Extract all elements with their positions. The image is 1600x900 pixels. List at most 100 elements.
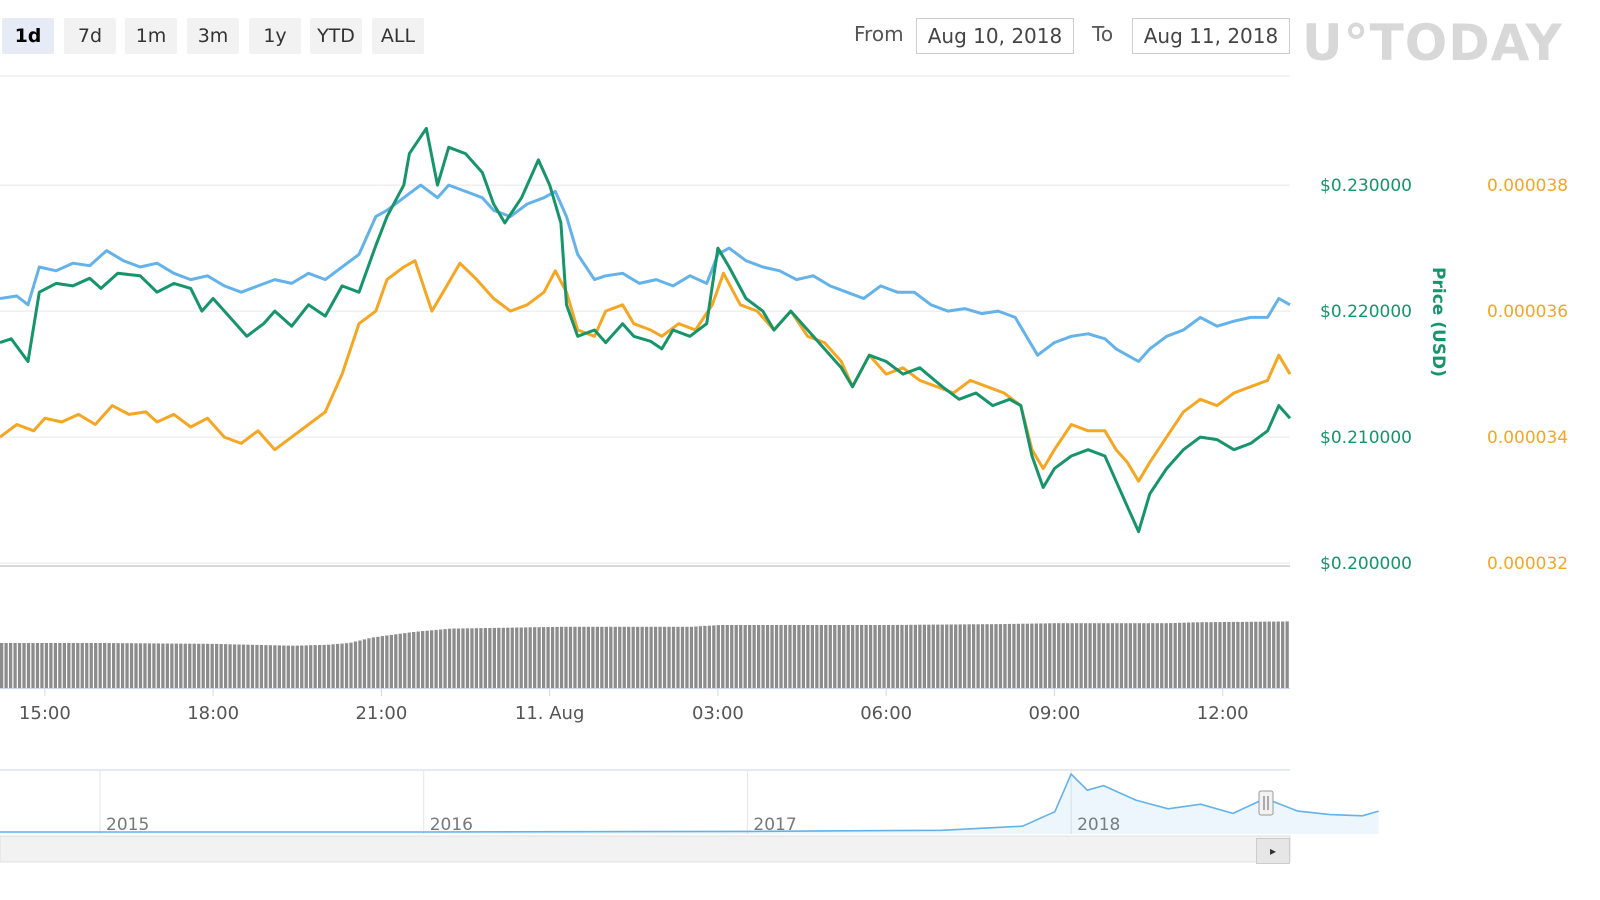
volume-bar	[685, 626, 689, 688]
volume-bar	[1052, 623, 1056, 688]
volume-bar	[483, 628, 488, 688]
volume-bar	[568, 626, 573, 688]
volume-bar	[1039, 623, 1043, 688]
volume-bar	[783, 625, 788, 688]
volume-bar	[586, 626, 591, 688]
range-button-1y[interactable]: 1y	[249, 18, 301, 54]
volume-bar	[712, 625, 716, 688]
y-usd-tick-label: $0.200000	[1320, 554, 1412, 574]
volume-bar	[67, 643, 71, 688]
volume-bar	[524, 627, 528, 688]
volume-bar	[465, 628, 470, 688]
range-button-ytd[interactable]: YTD	[310, 18, 362, 54]
range-button-all[interactable]: ALL	[372, 18, 424, 54]
volume-bar	[389, 634, 393, 688]
navigator-handle[interactable]	[1258, 790, 1274, 816]
volume-bar	[689, 626, 694, 688]
volume-bar	[277, 645, 281, 688]
navigator-scrollbar-track[interactable]	[0, 835, 1291, 863]
x-tick-label: 09:00	[1028, 703, 1080, 724]
volume-bar	[286, 645, 290, 688]
volume-bar	[985, 624, 989, 688]
volume-bar	[1272, 621, 1276, 688]
volume-bar	[26, 643, 31, 688]
navigator-scroll-right-button[interactable]: ▸	[1256, 838, 1290, 864]
volume-bar	[237, 644, 241, 688]
volume-bar	[1034, 623, 1038, 688]
volume-bar	[582, 626, 586, 688]
volume-bar	[577, 626, 582, 688]
volume-bar	[900, 624, 904, 688]
volume-bar	[125, 643, 129, 688]
volume-bar	[362, 639, 367, 688]
series-line-btc	[0, 259, 1292, 483]
volume-bar	[904, 624, 909, 688]
volume-bar	[35, 643, 40, 688]
volume-bar	[474, 628, 479, 688]
volume-bar	[367, 638, 371, 688]
volume-bar	[716, 625, 720, 688]
volume-bar	[994, 624, 998, 688]
volume-bar	[1097, 623, 1101, 688]
volume-bar	[1285, 621, 1289, 688]
volume-bar	[206, 643, 210, 688]
series-line-usd	[0, 126, 1292, 534]
volume-bar	[609, 626, 613, 688]
range-button-7d[interactable]: 7d	[64, 18, 116, 54]
volume-bar	[819, 625, 823, 688]
range-button-1m[interactable]: 1m	[125, 18, 177, 54]
volume-bar	[407, 632, 411, 688]
volume-bar	[385, 635, 389, 688]
volume-bar	[165, 643, 170, 688]
y-btc-tick-label: 0.000038	[1487, 176, 1568, 196]
volume-bar	[1066, 623, 1070, 688]
range-button-1d[interactable]: 1d	[2, 18, 54, 54]
volume-bar	[1191, 622, 1195, 688]
volume-bar	[1101, 623, 1106, 688]
volume-bar	[721, 625, 725, 688]
volume-bar	[698, 626, 703, 688]
volume-bar	[1213, 622, 1218, 688]
volume-bar	[371, 637, 376, 688]
volume-bar	[1240, 621, 1245, 688]
x-tick-label: 15:00	[19, 703, 71, 724]
volume-bar	[62, 643, 66, 688]
volume-bar	[533, 627, 537, 688]
to-date-input[interactable]: Aug 11, 2018	[1132, 18, 1290, 54]
volume-bar	[882, 625, 886, 688]
volume-bar	[604, 626, 608, 688]
volume-bar	[909, 624, 913, 688]
volume-bar	[147, 643, 152, 688]
volume-bar	[452, 628, 456, 688]
range-button-3m[interactable]: 3m	[187, 18, 239, 54]
volume-bar	[264, 645, 268, 688]
volume-bar	[976, 624, 980, 688]
volume-bar	[461, 628, 465, 688]
volume-bar	[219, 644, 223, 688]
volume-bar	[1160, 623, 1164, 688]
y-usd-tick-label: $0.210000	[1320, 428, 1412, 448]
volume-bar	[430, 630, 434, 688]
volume-bar	[335, 643, 340, 688]
volume-bar	[89, 643, 93, 688]
volume-bar	[129, 643, 134, 688]
volume-bar	[479, 628, 483, 688]
volume-bar	[967, 624, 971, 688]
volume-bar	[344, 643, 349, 688]
volume-bar	[1276, 621, 1280, 688]
volume-bar	[1164, 623, 1168, 688]
volume-bar	[250, 644, 255, 688]
volume-bar	[936, 624, 940, 688]
from-date-input[interactable]: Aug 10, 2018	[916, 18, 1074, 54]
volume-bar	[232, 644, 237, 688]
volume-bar	[550, 627, 555, 688]
volume-bar	[653, 626, 658, 688]
volume-bar	[1057, 623, 1061, 688]
volume-bar	[1115, 623, 1119, 688]
volume-bar	[868, 625, 873, 688]
volume-bar	[1227, 622, 1231, 688]
volume-bar	[770, 625, 774, 688]
volume-bar	[31, 643, 35, 688]
volume-bar	[358, 640, 362, 688]
volume-bar	[40, 643, 44, 688]
